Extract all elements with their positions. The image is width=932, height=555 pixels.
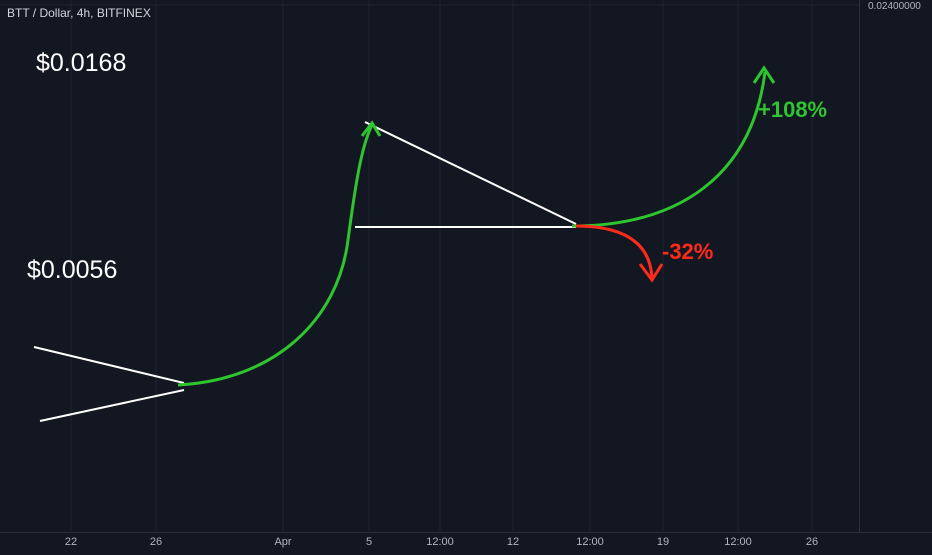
time-tick-label: 12: [507, 536, 519, 548]
level-label-high: $0.0168: [36, 49, 126, 77]
bearish-arrowhead: [638, 263, 664, 283]
bullish-arrowhead: [752, 65, 776, 84]
time-tick-label: 12:00: [724, 536, 752, 548]
time-tick-label: 12:00: [426, 536, 454, 548]
price-tick-label: 0.02400000: [868, 1, 921, 12]
grid: [0, 0, 859, 531]
time-tick-label: 19: [657, 536, 669, 548]
drawings: [33, 65, 776, 422]
time-tick-label: 22: [65, 536, 77, 548]
bearish-projection-curve: [575, 224, 654, 279]
level-label-low: $0.0056: [27, 256, 117, 284]
rally-curve: [177, 124, 374, 387]
time-tick-label: Apr: [274, 536, 291, 548]
symbol-title: BTT / Dollar, 4h, BITFINEX: [7, 6, 151, 20]
descending-triangle-upper-line: [364, 121, 577, 225]
down-percent-label: -32%: [662, 239, 713, 264]
time-tick-label: 26: [806, 536, 818, 548]
rally-arrowhead: [360, 120, 382, 137]
triangle-upper-line: [33, 346, 185, 384]
triangle-lower-line: [39, 389, 185, 422]
time-tick-label: 12:00: [576, 536, 604, 548]
time-tick-label: 5: [366, 536, 372, 548]
time-tick-label: 26: [150, 536, 162, 548]
time-axis[interactable]: 22 26 Apr 5 12:00 12 12:00 19 12:00 26: [65, 536, 818, 548]
bullish-projection-curve: [571, 71, 767, 228]
up-percent-label: +108%: [758, 97, 827, 122]
price-axis[interactable]: 0.024000000.020000000.017000000.01500000…: [868, 0, 921, 12]
